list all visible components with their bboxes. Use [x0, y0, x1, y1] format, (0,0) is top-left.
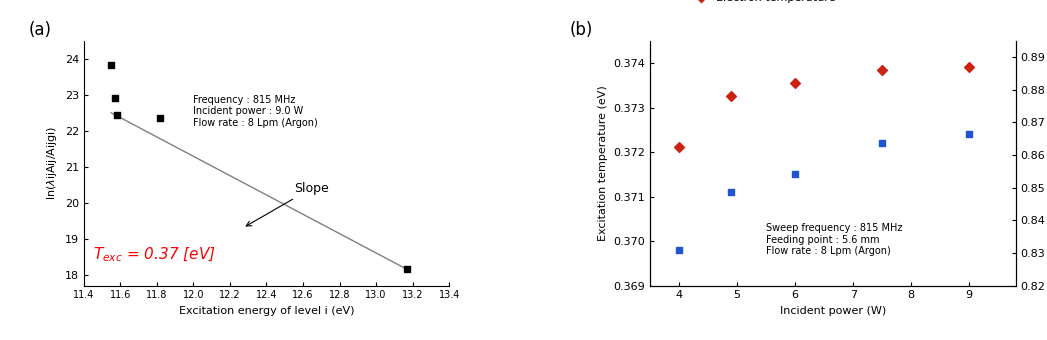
Point — [723, 94, 740, 99]
Point — [152, 116, 169, 121]
Legend: Excitation temperature, Electron temperature: Excitation temperature, Electron tempera… — [685, 0, 849, 7]
Point — [103, 63, 119, 68]
X-axis label: Excitation energy of level i (eV): Excitation energy of level i (eV) — [179, 306, 354, 316]
Point — [399, 267, 416, 272]
Y-axis label: Excitation temperature (eV): Excitation temperature (eV) — [598, 85, 608, 241]
Point — [786, 81, 803, 86]
Text: Sweep frequency : 815 MHz
Feeding point : 5.6 mm
Flow rate : 8 Lpm (Argon): Sweep frequency : 815 MHz Feeding point … — [766, 223, 903, 256]
Text: (b): (b) — [570, 21, 594, 39]
Text: (a): (a) — [29, 21, 52, 39]
Point — [874, 67, 891, 73]
Text: Frequency : 815 MHz
Incident power : 9.0 W
Flow rate : 8 Lpm (Argon): Frequency : 815 MHz Incident power : 9.0… — [194, 95, 318, 128]
Point — [874, 140, 891, 146]
Point — [671, 144, 688, 150]
Y-axis label: ln($\lambda$ijAij/Aijgi): ln($\lambda$ijAij/Aijgi) — [45, 126, 59, 200]
Point — [107, 96, 124, 101]
Point — [671, 247, 688, 253]
Text: $T_{exc}$ = 0.37 [eV]: $T_{exc}$ = 0.37 [eV] — [93, 245, 216, 264]
Point — [786, 172, 803, 177]
Point — [723, 189, 740, 195]
Point — [108, 112, 125, 117]
Point — [961, 64, 978, 70]
X-axis label: Incident power (W): Incident power (W) — [780, 306, 886, 316]
Text: Slope: Slope — [246, 182, 329, 226]
Point — [961, 132, 978, 137]
